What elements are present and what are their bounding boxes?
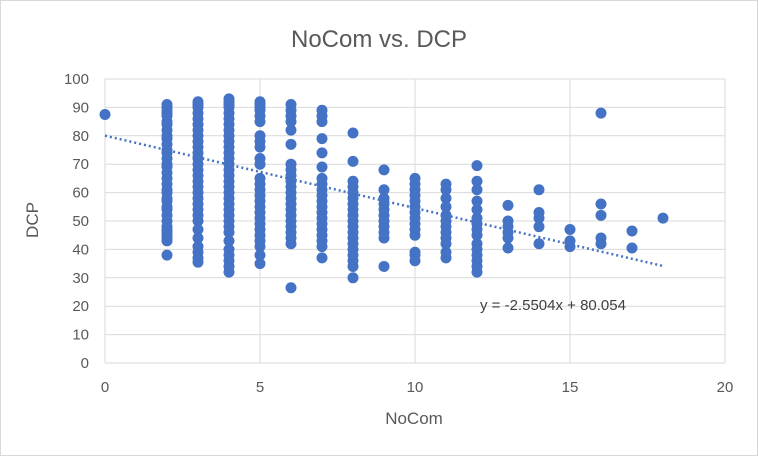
data-point — [254, 96, 266, 108]
y-tick-label: 10 — [72, 327, 89, 344]
gridlines — [104, 78, 726, 364]
y-tick-label: 30 — [72, 270, 89, 287]
trendline-equation: y = -2.5504x + 80.054 — [480, 297, 626, 314]
data-point — [471, 160, 483, 172]
data-point — [595, 209, 607, 221]
data-point — [347, 127, 359, 139]
data-point — [409, 172, 421, 184]
data-point — [316, 104, 328, 116]
data-point — [533, 206, 545, 218]
data-point — [285, 99, 297, 111]
data-point — [316, 133, 328, 145]
data-point — [378, 164, 390, 176]
data-point — [533, 238, 545, 250]
data-point — [378, 184, 390, 196]
chart-title: NoCom vs. DCP — [291, 26, 467, 53]
data-point — [347, 175, 359, 187]
data-point — [657, 212, 669, 224]
y-tick-label: 40 — [72, 241, 89, 258]
data-point — [626, 242, 638, 254]
data-point — [440, 201, 452, 213]
x-tick-label: 15 — [562, 379, 579, 396]
data-point — [471, 175, 483, 187]
data-point — [502, 199, 514, 211]
data-point — [533, 221, 545, 233]
data-point — [99, 109, 111, 120]
data-point — [316, 172, 328, 184]
data-point — [254, 249, 266, 261]
data-point — [223, 243, 235, 255]
data-point — [285, 282, 297, 294]
data-point — [223, 93, 235, 105]
y-tick-label: 20 — [72, 298, 89, 315]
data-point — [316, 252, 328, 264]
data-point — [285, 124, 297, 136]
data-point — [626, 225, 638, 237]
y-axis-label: DCP — [23, 202, 42, 238]
data-point — [316, 147, 328, 159]
x-axis-ticks: 0 5 10 15 20 — [101, 379, 734, 396]
y-tick-label: 80 — [72, 128, 89, 145]
data-point — [471, 238, 483, 250]
data-point — [378, 192, 390, 204]
y-tick-label: 60 — [72, 185, 89, 202]
data-point — [378, 260, 390, 272]
y-tick-label: 90 — [72, 99, 89, 116]
data-point — [161, 99, 173, 111]
data-point — [285, 138, 297, 150]
x-tick-label: 10 — [407, 379, 424, 396]
data-points — [99, 93, 669, 294]
data-point — [347, 155, 359, 167]
trendline — [104, 134, 664, 268]
data-point — [595, 232, 607, 244]
data-point — [471, 212, 483, 224]
data-point — [564, 224, 576, 236]
data-point — [347, 272, 359, 284]
data-point — [285, 158, 297, 170]
data-point — [564, 235, 576, 247]
data-point — [192, 232, 204, 244]
data-point — [471, 204, 483, 216]
y-axis-ticks: 0 10 20 30 40 50 60 70 80 90 100 — [64, 71, 89, 372]
y-tick-label: 50 — [72, 213, 89, 230]
data-point — [595, 107, 607, 119]
data-point — [502, 242, 514, 254]
data-point — [192, 241, 204, 253]
x-tick-label: 20 — [717, 379, 734, 396]
y-tick-label: 70 — [72, 156, 89, 173]
x-tick-label: 5 — [256, 379, 264, 396]
data-point — [409, 246, 421, 258]
data-point — [316, 161, 328, 173]
data-point — [254, 130, 266, 142]
data-point — [254, 258, 266, 270]
data-point — [254, 172, 266, 184]
data-point — [440, 178, 452, 190]
data-point — [440, 192, 452, 204]
y-tick-label: 100 — [64, 71, 89, 88]
data-point — [192, 224, 204, 236]
data-point — [502, 215, 514, 227]
y-tick-label: 0 — [81, 355, 89, 372]
x-axis-label: NoCom — [385, 409, 443, 428]
data-point — [161, 249, 173, 261]
data-point — [595, 198, 607, 210]
data-point — [471, 195, 483, 207]
x-tick-label: 0 — [101, 379, 109, 396]
data-point — [471, 184, 483, 196]
data-point — [254, 153, 266, 165]
data-point — [533, 184, 545, 196]
data-point — [440, 246, 452, 258]
data-point — [192, 96, 204, 108]
data-point — [223, 235, 235, 247]
